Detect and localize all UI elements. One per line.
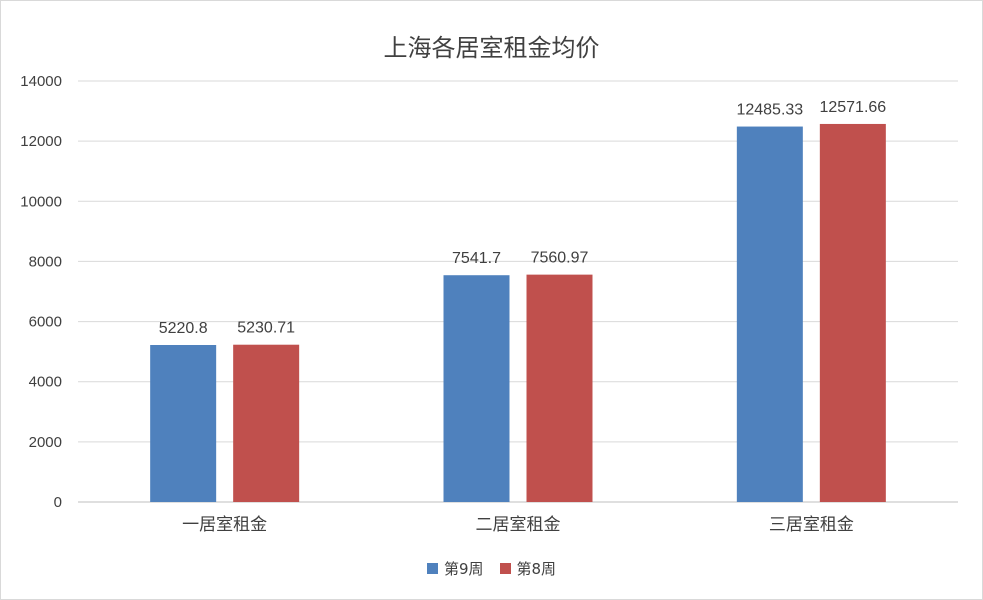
y-tick-label: 12000 (20, 133, 62, 150)
y-tick-label: 4000 (29, 374, 62, 391)
data-label: 12571.66 (819, 99, 886, 116)
bar-1 (150, 345, 217, 502)
y-tick-label: 10000 (20, 193, 62, 210)
chart-title: 上海各居室租金均价 (383, 34, 600, 62)
data-label: 7541.7 (452, 250, 501, 267)
x-tick-label: 二居室租金 (476, 515, 561, 534)
x-tick-label: 三居室租金 (769, 515, 854, 534)
legend-label-series-2: 第8周 (516, 560, 557, 578)
legend-item-series-2: 第8周 (499, 558, 557, 579)
legend-swatch-series-2 (499, 563, 511, 574)
legend-swatch-series-1 (426, 563, 438, 574)
y-tick-label: 6000 (29, 314, 62, 331)
bar-1 (443, 275, 510, 502)
legend: 第9周 第8周 (0, 558, 983, 579)
bar-2 (819, 123, 886, 503)
bar-1 (736, 126, 803, 503)
legend-label-series-1: 第9周 (443, 560, 484, 578)
legend-item-series-1: 第9周 (426, 558, 484, 579)
data-label: 5220.8 (159, 320, 208, 337)
bar-2 (526, 274, 593, 502)
data-label: 5230.71 (237, 320, 295, 337)
x-tick-label: 一居室租金 (182, 515, 267, 534)
bar-2 (233, 344, 300, 502)
y-tick-label: 2000 (29, 434, 62, 451)
y-tick-label: 0 (54, 494, 62, 511)
data-label: 12485.33 (736, 102, 803, 119)
data-label: 7560.97 (531, 250, 589, 267)
y-tick-label: 8000 (29, 253, 62, 270)
y-tick-label: 14000 (20, 73, 62, 90)
